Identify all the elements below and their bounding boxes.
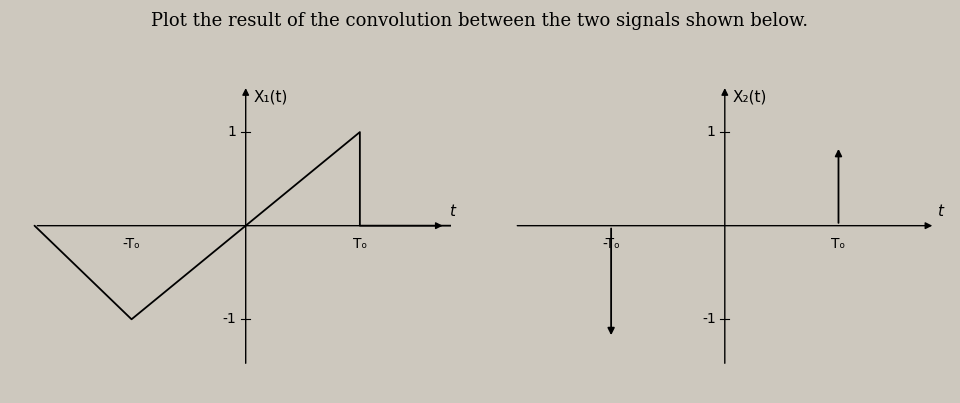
- Text: X₂(t): X₂(t): [732, 90, 767, 105]
- Text: 1: 1: [707, 125, 716, 139]
- Text: -1: -1: [702, 312, 716, 326]
- Text: -1: -1: [223, 312, 236, 326]
- Text: X₁(t): X₁(t): [253, 90, 288, 105]
- Text: t: t: [937, 204, 944, 219]
- Text: -Tₒ: -Tₒ: [602, 237, 620, 251]
- Text: -Tₒ: -Tₒ: [123, 237, 140, 251]
- Text: Plot the result of the convolution between the two signals shown below.: Plot the result of the convolution betwe…: [152, 12, 808, 30]
- Text: 1: 1: [228, 125, 236, 139]
- Text: Tₒ: Tₒ: [352, 237, 367, 251]
- Text: Tₒ: Tₒ: [831, 237, 846, 251]
- Text: t: t: [449, 204, 455, 219]
